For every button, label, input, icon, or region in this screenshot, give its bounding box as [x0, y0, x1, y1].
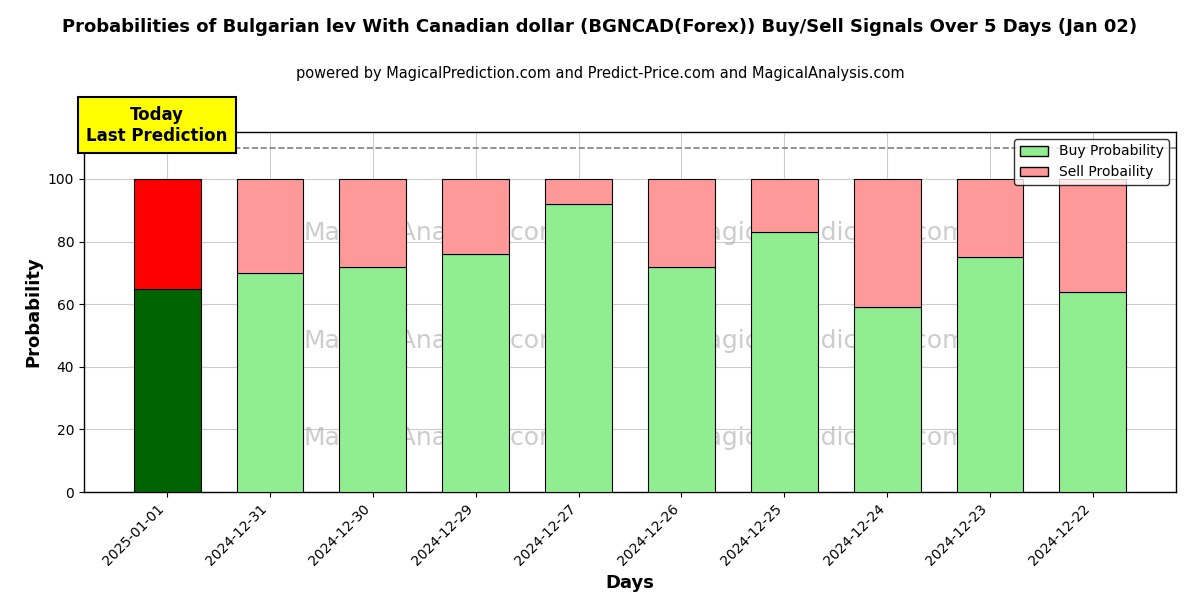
Bar: [340, 266, 407, 492]
Bar: [648, 266, 715, 492]
Bar: [956, 179, 1024, 257]
Bar: [443, 179, 509, 254]
Bar: [236, 179, 304, 273]
Bar: [853, 179, 920, 307]
Bar: [545, 179, 612, 204]
Bar: [1060, 292, 1127, 492]
Bar: [1060, 179, 1127, 292]
Bar: [545, 204, 612, 492]
Text: MagicalPrediction.com: MagicalPrediction.com: [686, 221, 967, 245]
Text: MagicalPrediction.com: MagicalPrediction.com: [686, 426, 967, 450]
Text: MagicalAnalysis.com: MagicalAnalysis.com: [304, 329, 564, 353]
Legend: Buy Probability, Sell Probaility: Buy Probability, Sell Probaility: [1014, 139, 1169, 185]
Bar: [751, 232, 817, 492]
Bar: [340, 179, 407, 266]
Bar: [648, 179, 715, 266]
Bar: [956, 257, 1024, 492]
Bar: [853, 307, 920, 492]
Bar: [236, 273, 304, 492]
Text: MagicalPrediction.com: MagicalPrediction.com: [686, 329, 967, 353]
Bar: [133, 179, 200, 289]
Bar: [443, 254, 509, 492]
Text: powered by MagicalPrediction.com and Predict-Price.com and MagicalAnalysis.com: powered by MagicalPrediction.com and Pre…: [295, 66, 905, 81]
Text: Probabilities of Bulgarian lev With Canadian dollar (BGNCAD(Forex)) Buy/Sell Sig: Probabilities of Bulgarian lev With Cana…: [62, 18, 1138, 36]
X-axis label: Days: Days: [606, 574, 654, 592]
Text: MagicalAnalysis.com: MagicalAnalysis.com: [304, 426, 564, 450]
Text: MagicalAnalysis.com: MagicalAnalysis.com: [304, 221, 564, 245]
Bar: [133, 289, 200, 492]
Text: Today
Last Prediction: Today Last Prediction: [86, 106, 228, 145]
Y-axis label: Probability: Probability: [24, 257, 42, 367]
Bar: [751, 179, 817, 232]
